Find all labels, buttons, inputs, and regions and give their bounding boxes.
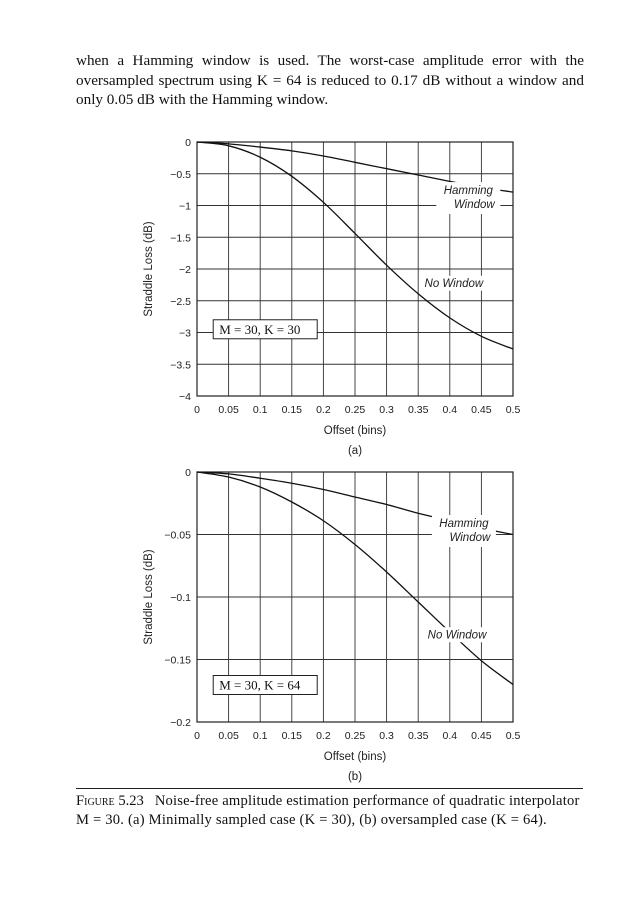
chart-b-xtick-label: 0 — [194, 730, 200, 742]
chart-b-ytick-label: −0.05 — [164, 530, 191, 542]
chart-b-xlabel: Offset (bins) — [324, 751, 387, 763]
chart-a-ytick-label: −3.5 — [170, 359, 191, 371]
caption-text: Noise-free amplitude estimation performa… — [76, 793, 580, 828]
chart-b-plot-frame — [196, 471, 514, 723]
chart-b-param-box — [212, 675, 318, 695]
intro-paragraph: when a Hamming window is used. The worst… — [76, 51, 584, 110]
chart-a-xtick-label: 0.05 — [218, 404, 239, 416]
intro-text: when a Hamming window is used. The worst… — [76, 52, 584, 108]
chart-b: 0 0.05 0.1 0.15 0.2 0.25 0.3 0.35 0.4 0.45 0.50−0.… — [143, 467, 521, 783]
chart-b-xtick-label: 0.15 — [282, 730, 303, 742]
chart-b-param-box-label: M = 30, K = 64 — [219, 678, 301, 693]
chart-a-panel-label: (a) — [348, 445, 362, 457]
caption-number: Figure 5.23 — [76, 793, 144, 809]
chart-b-panel-label: (b) — [348, 771, 362, 783]
chart-b-xtick-label: 0.2 — [316, 730, 331, 742]
chart-b-series-label-no-window: No Window — [428, 629, 487, 641]
chart-a-xtick-label: 0.4 — [442, 404, 457, 416]
chart-a-plot-frame — [196, 141, 514, 397]
chart-b-ytick-label: −0.15 — [164, 655, 191, 667]
chart-b-xtick-label: 0.3 — [379, 730, 394, 742]
chart-b-ylabel: Straddle Loss (dB) — [143, 549, 155, 644]
chart-a-xtick-label: 0.2 — [316, 404, 331, 416]
chart-a-xlabel: Offset (bins) — [324, 425, 387, 437]
chart-b-ytick-label: 0 — [185, 467, 191, 479]
chart-a-xtick-label: 0.5 — [506, 404, 521, 416]
chart-b-xtick-label: 0.4 — [442, 730, 457, 742]
chart-a-xtick-label: 0.1 — [253, 404, 268, 416]
chart-b-series-label-hamming: Hamming — [439, 518, 489, 530]
chart-b-xtick-label: 0.1 — [253, 730, 268, 742]
chart-a-param-box-label: M = 30, K = 30 — [219, 322, 300, 337]
figure-caption: Figure 5.23 Noise-free amplitude estimat… — [76, 792, 584, 829]
chart-a-ytick-label: −3 — [179, 328, 191, 340]
chart-b-series-label-hamming-2: Window — [449, 532, 490, 544]
chart-a-param-box — [212, 319, 318, 340]
chart-a-xtick-label: 0.15 — [282, 404, 303, 416]
chart-b-xtick-label: 0.45 — [471, 730, 492, 742]
chart-b-label-bg — [424, 627, 499, 643]
chart-a-xtick-label: 0.3 — [379, 404, 394, 416]
chart-b-ytick-label: −0.2 — [170, 717, 191, 729]
chart-a-xtick-label: 0 — [194, 404, 200, 416]
chart-a-label-bg — [436, 182, 501, 215]
chart-b-xtick-label: 0.35 — [408, 730, 429, 742]
chart-b-xtick-label: 0.5 — [506, 730, 521, 742]
chart-a-series-label-hamming: Hamming — [444, 185, 494, 197]
chart-b-xtick-label: 0.25 — [345, 730, 366, 742]
figure-panel-b: 0 0.05 0.1 0.15 0.2 0.25 0.3 0.35 0.4 0.45 0.5 0 −0.… — [0, 460, 636, 790]
chart-a-ytick-label: 0 — [185, 137, 191, 149]
chart-b-ytick-label: −0.1 — [170, 592, 191, 604]
figure-panel-a: 0 0.05 0.1 0.15 0.2 0.25 0.3 0.35 0.4 0.45 0.5 0 −0.… — [0, 130, 636, 460]
chart-b-xtick-label: 0.05 — [218, 730, 239, 742]
chart-a-ytick-label: −1.5 — [170, 232, 191, 244]
chart-a: 0 0.05 0.1 0.15 0.2 0.25 0.3 0.35 0.4 0.45 0.5 0 −0.… — [143, 137, 521, 457]
chart-a-ylabel: Straddle Loss (dB) — [143, 221, 155, 316]
caption-rule — [76, 788, 583, 789]
chart-a-series-label-hamming-2: Window — [454, 199, 495, 211]
chart-a-ytick-label: −2.5 — [170, 296, 191, 308]
chart-a-xtick-label: 0.25 — [345, 404, 366, 416]
chart-a-ytick-label: −1 — [179, 201, 191, 213]
chart-a-ytick-label: −0.5 — [170, 169, 191, 181]
chart-a-label-bg — [421, 275, 496, 291]
chart-b-label-bg — [431, 515, 496, 547]
chart-a-xtick-label: 0.45 — [471, 404, 492, 416]
chart-a-xtick-label: 0.35 — [408, 404, 429, 416]
chart-a-ytick-label: −2 — [179, 264, 191, 276]
chart-a-series-label-no-window: No Window — [425, 278, 484, 290]
chart-a-ytick-label: −4 — [179, 391, 191, 403]
chart-a-series-no-window — [196, 141, 514, 350]
